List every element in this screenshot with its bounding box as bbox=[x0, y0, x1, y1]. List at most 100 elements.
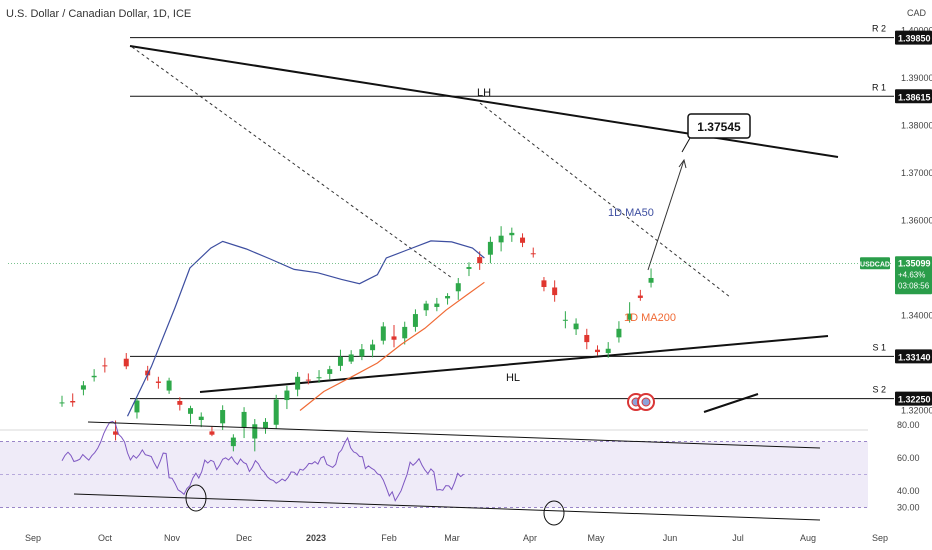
candle-body bbox=[648, 277, 654, 283]
x-tick-label: Aug bbox=[800, 533, 816, 543]
candle-body bbox=[113, 431, 119, 435]
event-flag-icon-inner bbox=[641, 397, 651, 407]
price-badge bbox=[895, 256, 932, 295]
x-tick-label: Apr bbox=[523, 533, 537, 543]
symbol-title: U.S. Dollar / Canadian Dollar, 1D, ICE bbox=[6, 8, 192, 20]
candle-body bbox=[380, 326, 386, 341]
candle-body bbox=[605, 348, 611, 354]
price-tick-label: 1.38000 bbox=[901, 121, 932, 131]
level-label: S 2 bbox=[872, 385, 886, 395]
candle-body bbox=[455, 283, 461, 292]
level-badge-text: 1.32250 bbox=[898, 395, 931, 405]
rsi-tick-label: 80.00 bbox=[897, 420, 920, 430]
candle-body bbox=[595, 349, 600, 353]
price-tick-label: 1.37000 bbox=[901, 168, 932, 178]
candle-body bbox=[423, 303, 429, 311]
candle-body bbox=[412, 314, 418, 327]
ma50-line bbox=[126, 240, 485, 417]
rsi-line bbox=[61, 420, 464, 502]
x-tick-label: Feb bbox=[381, 533, 397, 543]
candle-body bbox=[80, 385, 86, 390]
candle-body bbox=[70, 401, 76, 403]
x-tick-label: Sep bbox=[872, 533, 888, 543]
level-badge bbox=[895, 89, 932, 104]
x-tick-label: Oct bbox=[98, 533, 113, 543]
candle-body bbox=[230, 437, 236, 447]
candle-body bbox=[359, 349, 365, 357]
candle-body bbox=[637, 295, 643, 298]
candle-body bbox=[584, 334, 590, 343]
rsi-upper-trendline bbox=[87, 421, 821, 449]
candle-body bbox=[520, 237, 526, 243]
ticker-badge-text: USDCAD bbox=[860, 261, 890, 268]
x-tick-label: Jun bbox=[663, 533, 678, 543]
price-tick-label: 1.39000 bbox=[901, 73, 932, 83]
level-badge bbox=[895, 391, 932, 406]
candle-body bbox=[530, 253, 536, 255]
currency-label: CAD bbox=[907, 8, 927, 18]
level-label: R 2 bbox=[872, 24, 886, 34]
candle-body bbox=[348, 354, 354, 362]
candle-body bbox=[466, 267, 472, 269]
candle-body bbox=[220, 410, 226, 424]
candle-body bbox=[402, 326, 408, 339]
rsi-tick-label: 60.00 bbox=[897, 453, 920, 463]
candle-body bbox=[295, 376, 301, 390]
x-tick-label: Sep bbox=[25, 533, 41, 543]
candle-body bbox=[155, 381, 161, 383]
candle-body bbox=[509, 232, 515, 236]
candle-body bbox=[91, 375, 97, 378]
candle-body bbox=[188, 408, 194, 414]
level-badge bbox=[895, 30, 932, 45]
candle-body bbox=[209, 431, 215, 435]
level-badge-text: 1.38615 bbox=[898, 92, 931, 102]
x-tick-label: 2023 bbox=[306, 533, 326, 543]
candle-body bbox=[316, 377, 322, 379]
candle-body bbox=[391, 336, 397, 340]
price-tick-label: 1.32000 bbox=[901, 406, 932, 416]
target-label: 1.37545 bbox=[697, 120, 741, 134]
candle-body bbox=[198, 416, 204, 420]
candle-body bbox=[370, 344, 376, 351]
price-tick-label: 1.40000 bbox=[901, 26, 932, 36]
candle-body bbox=[284, 390, 290, 401]
x-tick-label: May bbox=[587, 533, 605, 543]
price-tick-label: 1.36000 bbox=[901, 216, 932, 226]
rsi-circle bbox=[185, 484, 207, 512]
price-tick-label: 1.34000 bbox=[901, 311, 932, 321]
rsi-circle bbox=[543, 500, 565, 526]
x-tick-label: Mar bbox=[444, 533, 460, 543]
candle-body bbox=[434, 303, 440, 307]
candle-body bbox=[337, 356, 343, 366]
upper-trendline bbox=[129, 45, 839, 158]
annotation-lh: LH bbox=[477, 87, 491, 99]
candle-body bbox=[541, 280, 547, 287]
x-tick-label: Nov bbox=[164, 533, 181, 543]
level-badge-text: 1.39850 bbox=[898, 34, 931, 44]
candle-body bbox=[241, 411, 247, 428]
candle-body bbox=[562, 319, 568, 321]
projection-arrowhead bbox=[678, 158, 687, 169]
candle-body bbox=[477, 257, 483, 264]
price-badge-change: +4.63% bbox=[898, 270, 925, 279]
lower-trendline bbox=[199, 335, 829, 393]
candle-body bbox=[445, 296, 451, 299]
ma200-label: 1D MA200 bbox=[624, 312, 676, 324]
rsi-tick-label: 30.00 bbox=[897, 503, 920, 513]
candle-body bbox=[166, 380, 172, 391]
rsi-tick-label: 40.00 bbox=[897, 486, 920, 496]
candle-body bbox=[123, 358, 129, 367]
ma50-label: 1D MA50 bbox=[608, 207, 654, 219]
level-label: R 1 bbox=[872, 82, 886, 92]
candle-body bbox=[305, 379, 311, 381]
target-pointer bbox=[681, 137, 691, 153]
candle-body bbox=[498, 235, 504, 243]
annotation-hl: HL bbox=[506, 372, 520, 384]
price-badge-value: 1.35099 bbox=[898, 258, 931, 268]
rsi-lower-trendline bbox=[73, 493, 821, 521]
candle-body bbox=[327, 369, 333, 374]
level-label: S 1 bbox=[872, 342, 886, 352]
level-badge bbox=[895, 349, 932, 364]
